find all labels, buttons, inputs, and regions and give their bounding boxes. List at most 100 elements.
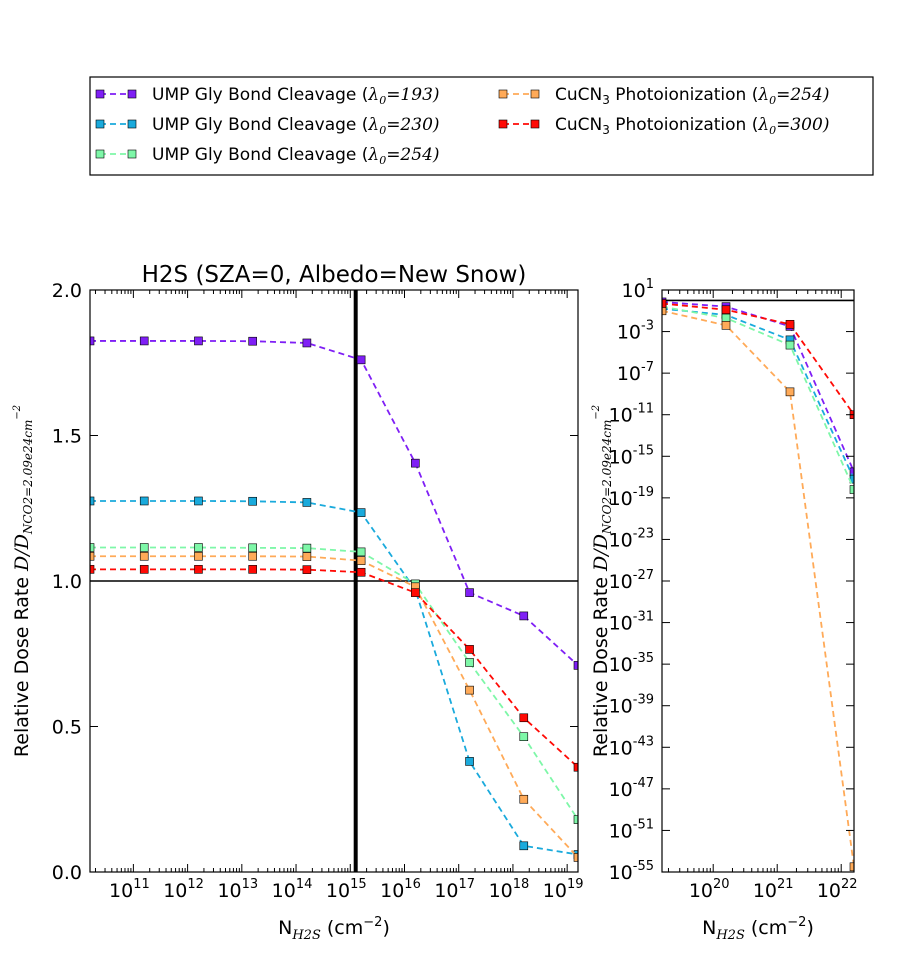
- x-tick-label-base: 10: [489, 880, 513, 902]
- legend-label: CuCN3 Photoionization (λ0=300): [555, 115, 829, 137]
- series-line: [90, 568, 578, 768]
- data-point: [662, 299, 667, 308]
- data-point: [721, 321, 731, 330]
- plot-area: [90, 290, 578, 872]
- legend-marker: [95, 119, 105, 129]
- x-tick-label-exp: 11: [133, 877, 150, 892]
- x-tick-label: 1016: [380, 877, 421, 902]
- legend-marker: [127, 119, 137, 129]
- y-tick-label-base: 10: [609, 862, 633, 884]
- data-point: [785, 387, 795, 397]
- legend-entry: UMP Gly Bond Cleavage (λ0=254): [95, 145, 440, 167]
- data-point: [356, 556, 366, 565]
- y-axis-label-math-sub: NCO2=2.09e24cm: [21, 420, 35, 535]
- data-point: [573, 762, 578, 772]
- legend-label-sub: 0: [769, 124, 776, 137]
- data-point: [90, 496, 95, 506]
- y-tick-label: 10-47: [609, 776, 654, 801]
- y-axis-label-math-sup: −2: [12, 405, 23, 420]
- y-axis-label-math: D/D: [11, 534, 33, 572]
- x-tick-label: 1011: [109, 877, 150, 902]
- legend-label-text: UMP Gly Bond Cleavage (: [152, 115, 368, 135]
- data-point: [785, 319, 795, 329]
- legend-marker: [530, 119, 540, 129]
- legend-label-text: Photoionization (: [610, 115, 758, 135]
- x-tick-label-exp: 12: [187, 877, 204, 892]
- y-tick-label: 1.0: [52, 571, 82, 593]
- data-point: [573, 815, 578, 824]
- x-axis-label-sub: H2S: [715, 928, 745, 943]
- x-tick-label: 1018: [489, 877, 530, 902]
- legend-label-sub: 0: [379, 124, 386, 137]
- data-point: [849, 467, 854, 477]
- legend-label-math: =300): [776, 115, 829, 135]
- y-axis-label: Relative Dose Rate D/DNCO2=2.09e24cm−2: [11, 405, 35, 757]
- x-axis-label-close: ): [806, 917, 813, 939]
- y-tick-label-base: 10: [617, 363, 641, 385]
- legend-marker: [498, 89, 508, 99]
- data-point: [465, 757, 474, 766]
- data-point: [465, 645, 474, 654]
- data-point: [302, 543, 312, 553]
- y-tick-label-base: 10: [609, 405, 633, 427]
- data-point: [139, 496, 149, 506]
- legend-label-text: CuCN: [555, 115, 602, 135]
- legend-label-sub: 3: [602, 123, 610, 137]
- x-tick-label-base: 10: [217, 880, 241, 902]
- x-axis-label-close: ): [382, 917, 389, 939]
- y-axis-label-text: Relative Dose Rate: [11, 571, 33, 757]
- x-axis-label-text: N: [278, 917, 292, 939]
- y-axis-label: Relative Dose Rate D/DNCO2=2.09e24cm−2: [590, 405, 614, 757]
- legend-label-sub: 0: [379, 154, 386, 167]
- y-tick-label: 10-51: [609, 817, 654, 842]
- data-point: [465, 658, 474, 667]
- data-point: [721, 305, 731, 315]
- legend-label-sub: 0: [379, 94, 386, 107]
- data-point: [248, 496, 257, 506]
- y-tick-label: 10-7: [617, 360, 654, 385]
- x-axis-label-unit: (cm: [745, 917, 787, 939]
- plot-area: [662, 297, 854, 872]
- data-point: [194, 543, 203, 552]
- data-point: [302, 552, 312, 561]
- data-point: [248, 551, 257, 561]
- x-tick-label-exp: 18: [513, 877, 530, 892]
- x-tick-label: 1020: [689, 877, 730, 902]
- data-point: [356, 567, 366, 577]
- legend-label-sub: 0: [769, 94, 776, 107]
- y-tick-label: 10-27: [609, 568, 654, 593]
- x-tick-label-exp: 22: [841, 877, 858, 892]
- legend-label-math: =193): [386, 85, 439, 105]
- y-tick-label-exp: -15: [633, 443, 654, 458]
- y-tick-label-base: 10: [609, 571, 633, 593]
- y-tick-label: 1.5: [52, 426, 82, 448]
- data-point: [248, 336, 257, 346]
- y-tick-label-exp: -43: [633, 734, 654, 749]
- y-tick-label-base: 10: [622, 280, 646, 302]
- x-axis-label-unit: (cm: [321, 917, 363, 939]
- series-line: [662, 301, 854, 473]
- data-point: [519, 611, 529, 621]
- x-tick-label: 1022: [817, 877, 858, 902]
- x-tick-label: 1017: [434, 877, 475, 902]
- legend-label-text: UMP Gly Bond Cleavage (: [152, 85, 368, 105]
- legend-label-math: λ: [757, 115, 769, 135]
- y-axis-label-math-sup: −2: [591, 405, 602, 420]
- data-point: [90, 565, 95, 574]
- x-tick-label: 1015: [326, 877, 367, 902]
- y-tick-label-exp: -35: [633, 651, 654, 666]
- y-tick-label-base: 10: [609, 488, 633, 510]
- series-line: [90, 340, 578, 667]
- legend-label: CuCN3 Photoionization (λ0=254): [555, 85, 829, 107]
- y-tick-label-exp: -7: [641, 360, 654, 375]
- y-tick-label-base: 10: [609, 654, 633, 676]
- x-tick-label-exp: 14: [296, 877, 313, 892]
- data-point: [519, 713, 529, 723]
- series-line: [662, 305, 854, 490]
- data-point: [194, 336, 203, 346]
- legend-entry: CuCN3 Photoionization (λ0=300): [498, 115, 829, 137]
- y-tick-label: 10-39: [609, 693, 654, 718]
- y-tick-label-base: 10: [609, 613, 633, 635]
